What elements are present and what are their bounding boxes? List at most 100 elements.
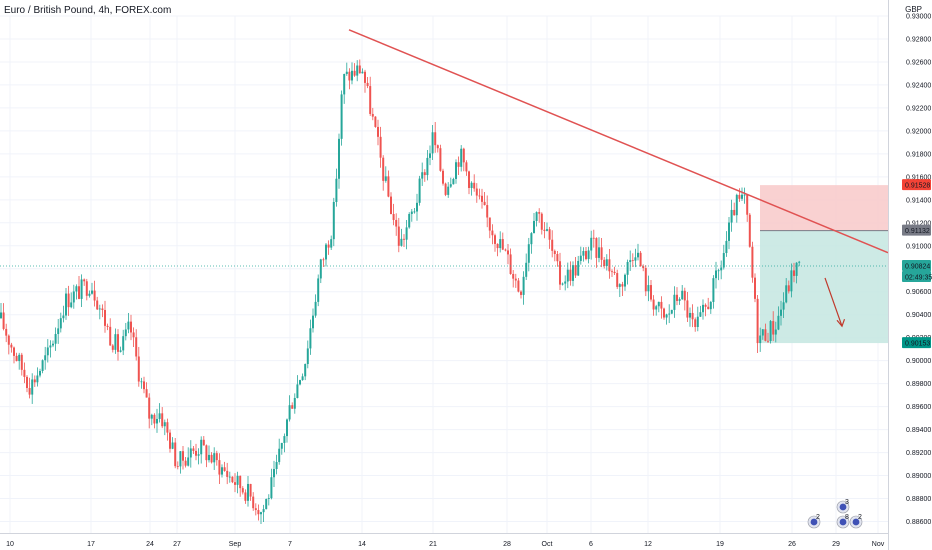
candle-body xyxy=(213,453,216,463)
candle-body xyxy=(273,469,275,478)
candle-body xyxy=(195,450,197,456)
candle-body xyxy=(746,194,749,215)
candle-body xyxy=(540,213,543,230)
candle-body xyxy=(67,293,70,308)
candle-body xyxy=(449,184,452,187)
drawing-layer[interactable] xyxy=(0,29,889,328)
candle-body xyxy=(603,259,606,267)
candle-body xyxy=(579,255,582,261)
candle-body xyxy=(338,138,340,179)
candle-body xyxy=(221,467,223,475)
candle-body xyxy=(41,360,44,371)
candle-body xyxy=(0,312,2,319)
candle-body xyxy=(288,405,291,420)
candle-body xyxy=(559,261,561,285)
badge-dot xyxy=(839,518,847,526)
candle-body xyxy=(408,214,411,228)
candle-body xyxy=(488,217,491,231)
candle-body xyxy=(340,94,343,139)
candle-body xyxy=(2,312,5,329)
candle-body xyxy=(390,196,392,214)
candle-body xyxy=(96,300,99,310)
candle-body xyxy=(358,65,361,74)
candle-body xyxy=(785,285,788,303)
candle-body xyxy=(681,290,684,300)
candle-body xyxy=(501,239,504,250)
entry-price-label: 0.91132 xyxy=(905,228,930,235)
candle-body xyxy=(257,510,260,515)
candle-body xyxy=(626,261,629,275)
y-tick-label: 0.92600 xyxy=(906,59,931,66)
candle-body xyxy=(356,65,359,76)
candle-body xyxy=(119,350,122,352)
candle-body xyxy=(442,170,444,184)
candle-body xyxy=(543,229,546,231)
candle-body xyxy=(512,273,515,279)
candle-body xyxy=(748,214,751,247)
target-price-label: 0.90153 xyxy=(905,341,930,348)
candle-body xyxy=(764,329,767,341)
candle-body xyxy=(621,284,624,287)
y-tick-label: 0.91800 xyxy=(906,151,931,158)
projection-arrow[interactable] xyxy=(824,277,843,327)
candle-body xyxy=(252,496,255,509)
candle-body xyxy=(431,132,434,154)
badge-count: 2 xyxy=(816,514,820,521)
candle-body xyxy=(208,454,210,461)
candle-body xyxy=(127,321,130,330)
candle-body xyxy=(44,355,47,361)
candle-body xyxy=(5,328,8,336)
candle-body xyxy=(332,202,335,240)
candle-body xyxy=(153,414,156,424)
x-tick-label: 17 xyxy=(87,541,95,548)
candles-layer xyxy=(0,59,801,525)
candle-body xyxy=(434,132,437,146)
candle-body xyxy=(444,183,447,195)
candle-body xyxy=(111,345,114,350)
candle-body xyxy=(707,306,710,310)
candle-body xyxy=(574,265,577,276)
candle-body xyxy=(26,376,28,389)
candle-body xyxy=(369,86,372,114)
candle-body xyxy=(631,260,634,261)
candle-body xyxy=(234,482,236,485)
candle-body xyxy=(634,257,637,261)
candle-body xyxy=(462,148,465,163)
trendline[interactable] xyxy=(348,29,889,254)
y-tick-label: 0.89600 xyxy=(906,404,931,411)
candle-body xyxy=(28,388,31,395)
candle-body xyxy=(798,261,801,263)
candle-body xyxy=(780,309,782,316)
candle-body xyxy=(533,220,535,234)
candle-body xyxy=(683,290,686,301)
candle-body xyxy=(761,329,764,336)
candle-body xyxy=(548,229,551,240)
candle-body xyxy=(335,178,338,203)
x-tick-label: 6 xyxy=(589,541,593,548)
y-tick-label: 0.90400 xyxy=(906,312,931,319)
candle-body xyxy=(309,328,312,349)
x-tick-label: 27 xyxy=(173,541,181,548)
candle-body xyxy=(306,348,309,365)
candle-body xyxy=(299,380,301,385)
event-badges[interactable]: 2 3 8 2 xyxy=(807,499,863,529)
candle-body xyxy=(296,384,299,398)
candle-body xyxy=(413,211,416,213)
candle-body xyxy=(486,205,489,218)
candle-body xyxy=(374,116,377,127)
candle-body xyxy=(657,301,660,307)
candle-body xyxy=(598,247,600,258)
candle-body xyxy=(556,254,559,262)
candle-body xyxy=(439,148,442,171)
candle-body xyxy=(566,269,569,282)
candle-body xyxy=(465,162,468,172)
candle-body xyxy=(678,299,681,301)
candle-body xyxy=(184,460,187,466)
candle-body xyxy=(702,304,704,313)
y-tick-label: 0.88600 xyxy=(906,519,931,526)
candle-body xyxy=(265,499,268,510)
x-tick-label: 26 xyxy=(788,541,796,548)
